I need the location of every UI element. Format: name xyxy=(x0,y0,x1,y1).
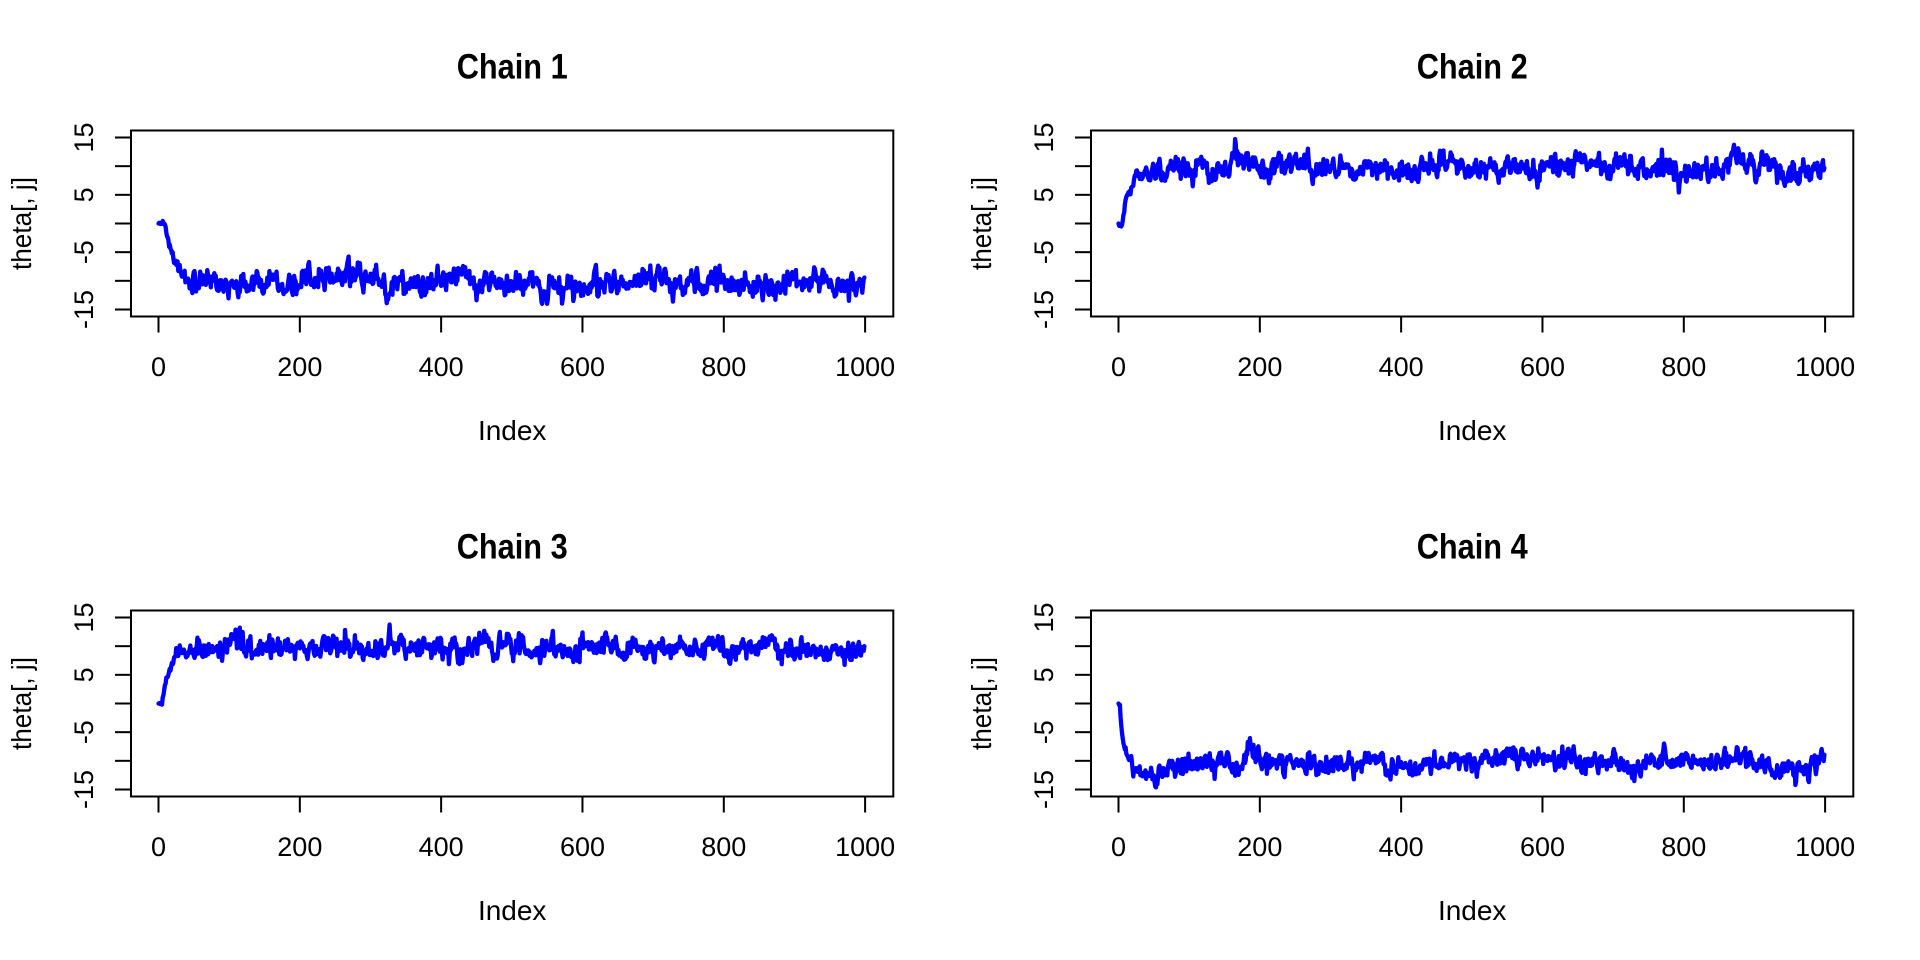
svg-text:-15: -15 xyxy=(1029,290,1059,329)
svg-text:15: 15 xyxy=(1029,122,1059,152)
svg-text:200: 200 xyxy=(1237,832,1282,862)
svg-text:-5: -5 xyxy=(69,240,99,264)
svg-text:600: 600 xyxy=(560,352,605,382)
svg-text:800: 800 xyxy=(701,832,746,862)
svg-text:600: 600 xyxy=(560,832,605,862)
svg-text:theta[, j]: theta[, j] xyxy=(6,177,37,270)
svg-text:-5: -5 xyxy=(69,720,99,744)
svg-text:1000: 1000 xyxy=(835,832,895,862)
svg-text:800: 800 xyxy=(701,352,746,382)
svg-text:Index: Index xyxy=(478,415,547,446)
svg-text:400: 400 xyxy=(419,352,464,382)
svg-text:800: 800 xyxy=(1661,352,1706,382)
svg-text:5: 5 xyxy=(69,187,99,202)
svg-text:Index: Index xyxy=(1438,415,1507,446)
svg-text:5: 5 xyxy=(1029,187,1059,202)
svg-text:400: 400 xyxy=(1379,352,1424,382)
svg-text:theta[, j]: theta[, j] xyxy=(966,657,997,750)
svg-text:Index: Index xyxy=(1438,895,1507,926)
svg-text:200: 200 xyxy=(1237,352,1282,382)
svg-text:1000: 1000 xyxy=(1795,352,1855,382)
svg-text:Chain 2: Chain 2 xyxy=(1417,48,1528,87)
svg-text:-15: -15 xyxy=(69,290,99,329)
svg-text:-5: -5 xyxy=(1029,240,1059,264)
svg-text:theta[, j]: theta[, j] xyxy=(966,177,997,270)
svg-text:-15: -15 xyxy=(69,770,99,809)
svg-text:15: 15 xyxy=(69,602,99,632)
svg-text:Chain 4: Chain 4 xyxy=(1417,528,1528,567)
svg-text:theta[, j]: theta[, j] xyxy=(6,657,37,750)
svg-text:-15: -15 xyxy=(1029,770,1059,809)
svg-text:0: 0 xyxy=(1111,352,1126,382)
svg-text:15: 15 xyxy=(69,122,99,152)
svg-text:0: 0 xyxy=(1111,832,1126,862)
svg-text:15: 15 xyxy=(1029,602,1059,632)
svg-text:Chain 1: Chain 1 xyxy=(457,48,568,87)
svg-text:Index: Index xyxy=(478,895,547,926)
svg-text:0: 0 xyxy=(151,352,166,382)
svg-text:400: 400 xyxy=(1379,832,1424,862)
svg-text:5: 5 xyxy=(69,667,99,682)
svg-text:400: 400 xyxy=(419,832,464,862)
svg-text:1000: 1000 xyxy=(835,352,895,382)
svg-text:Chain 3: Chain 3 xyxy=(457,528,568,567)
svg-text:0: 0 xyxy=(151,832,166,862)
svg-text:600: 600 xyxy=(1520,832,1565,862)
svg-text:5: 5 xyxy=(1029,667,1059,682)
svg-text:1000: 1000 xyxy=(1795,832,1855,862)
svg-text:800: 800 xyxy=(1661,832,1706,862)
svg-text:-5: -5 xyxy=(1029,720,1059,744)
svg-text:200: 200 xyxy=(277,352,322,382)
svg-text:200: 200 xyxy=(277,832,322,862)
svg-text:600: 600 xyxy=(1520,352,1565,382)
